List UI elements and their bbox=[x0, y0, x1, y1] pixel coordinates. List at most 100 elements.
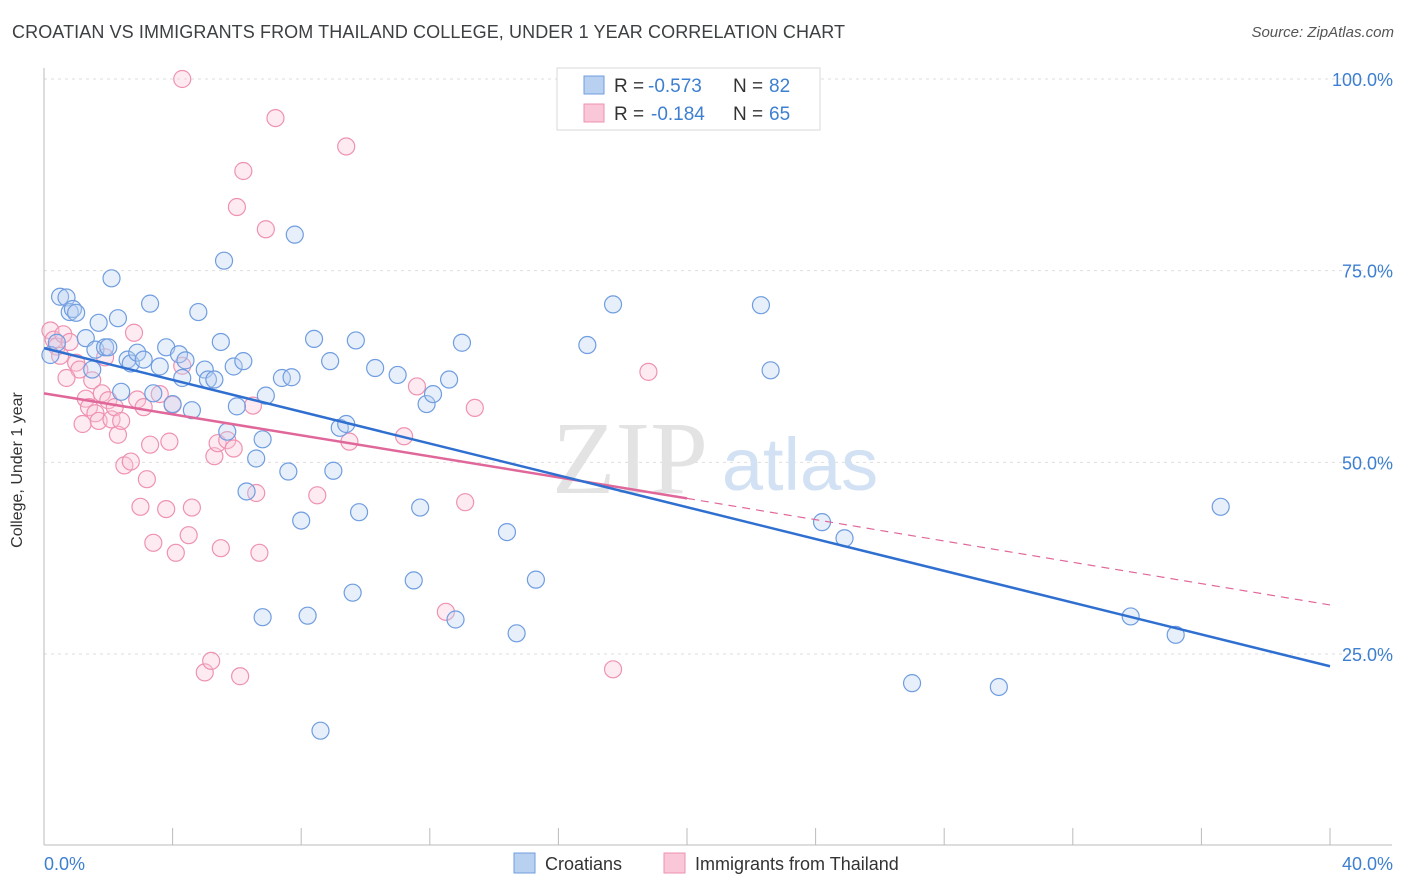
point-croatian bbox=[282, 368, 301, 387]
point-croatian bbox=[417, 394, 436, 414]
point-croatian bbox=[404, 571, 423, 590]
point-croatian bbox=[423, 385, 443, 404]
point-croatian bbox=[211, 332, 230, 352]
point-croatian bbox=[311, 721, 330, 740]
y-tick-label: 75.0% bbox=[1342, 262, 1393, 282]
point-croatian bbox=[144, 384, 163, 403]
point-croatian bbox=[112, 382, 131, 401]
point-thailand bbox=[603, 660, 623, 679]
point-thailand bbox=[436, 602, 455, 621]
point-croatian bbox=[452, 333, 472, 352]
point-croatian bbox=[89, 313, 108, 332]
legend-r-label: R = bbox=[614, 76, 644, 97]
point-thailand bbox=[231, 667, 250, 686]
legend-r-label: R = bbox=[614, 104, 644, 125]
legend-swatch-croatians bbox=[583, 75, 605, 95]
trend-line-thailand-extension bbox=[686, 497, 1331, 606]
top-legend: R = -0.573 N = 82 R = -0.184 N = 65 bbox=[556, 67, 821, 131]
point-croatian bbox=[439, 370, 459, 389]
watermark: ZIP atlas bbox=[552, 401, 878, 516]
point-croatian bbox=[1211, 497, 1230, 516]
bottom-legend: Croatians Immigrants from Thailand bbox=[513, 852, 899, 874]
point-croatian bbox=[578, 335, 597, 355]
x-tick-label: 40.0% bbox=[1342, 854, 1393, 874]
point-croatian bbox=[150, 357, 169, 376]
trend-line-croatians bbox=[43, 346, 1331, 668]
point-thailand bbox=[137, 470, 156, 489]
point-thailand bbox=[73, 414, 92, 434]
point-thailand bbox=[456, 493, 475, 512]
point-croatian bbox=[507, 624, 526, 643]
watermark-atlas: atlas bbox=[722, 423, 878, 506]
point-thailand bbox=[234, 161, 253, 181]
point-croatian bbox=[761, 361, 780, 380]
y-tick-label: 50.0% bbox=[1342, 453, 1393, 473]
bottom-legend-swatch-croatians bbox=[513, 852, 536, 874]
point-thailand bbox=[195, 663, 214, 682]
point-thailand bbox=[112, 411, 131, 431]
point-thailand bbox=[131, 497, 150, 516]
point-croatian bbox=[366, 358, 385, 378]
thailand-points bbox=[41, 69, 658, 686]
point-thailand bbox=[639, 362, 658, 381]
point-croatian bbox=[285, 225, 304, 244]
point-croatian bbox=[227, 397, 246, 416]
point-croatian bbox=[247, 449, 266, 468]
point-thailand bbox=[83, 371, 102, 390]
point-croatian bbox=[751, 296, 771, 315]
point-croatian bbox=[195, 360, 214, 379]
point-thailand bbox=[124, 323, 144, 342]
point-croatian bbox=[134, 350, 153, 369]
point-croatian bbox=[253, 608, 272, 627]
point-thailand bbox=[407, 377, 427, 396]
point-thailand bbox=[202, 651, 221, 671]
point-croatian bbox=[446, 610, 465, 629]
point-thailand bbox=[144, 533, 163, 552]
point-croatian bbox=[83, 360, 102, 379]
point-croatian bbox=[324, 461, 343, 480]
point-thailand bbox=[179, 526, 198, 545]
legend-n-label: N = bbox=[733, 104, 763, 125]
point-thailand bbox=[250, 543, 269, 562]
point-croatian bbox=[67, 303, 86, 322]
point-croatian bbox=[108, 309, 128, 328]
y-tick-label: 100.0% bbox=[1332, 70, 1393, 90]
point-thailand bbox=[308, 486, 327, 505]
point-thailand bbox=[465, 398, 484, 417]
point-croatian bbox=[603, 295, 623, 314]
point-croatian bbox=[176, 351, 195, 370]
trend-lines bbox=[43, 346, 1331, 668]
point-croatian bbox=[298, 606, 317, 625]
point-croatian bbox=[526, 570, 545, 589]
legend-r-value: -0.573 bbox=[648, 76, 702, 97]
point-croatian bbox=[1166, 625, 1185, 644]
point-croatian bbox=[205, 370, 224, 389]
point-thailand bbox=[121, 452, 140, 471]
bottom-legend-label-thailand: Immigrants from Thailand bbox=[695, 854, 899, 874]
point-croatian bbox=[346, 331, 365, 350]
point-thailand bbox=[266, 108, 285, 128]
point-thailand bbox=[140, 435, 160, 454]
point-croatian bbox=[272, 368, 292, 388]
point-thailand bbox=[157, 500, 176, 519]
point-croatian bbox=[128, 343, 147, 362]
point-thailand bbox=[182, 498, 201, 517]
point-thailand bbox=[70, 360, 89, 379]
point-croatian bbox=[292, 511, 311, 530]
point-croatian bbox=[99, 338, 118, 357]
point-croatian bbox=[321, 352, 340, 371]
point-croatian bbox=[102, 269, 121, 288]
legend-n-value: 65 bbox=[769, 104, 790, 125]
point-thailand bbox=[57, 368, 76, 388]
point-thailand bbox=[224, 439, 243, 458]
chart-title: CROATIAN VS IMMIGRANTS FROM THAILAND COL… bbox=[12, 22, 846, 42]
point-croatian bbox=[234, 352, 253, 371]
point-croatian bbox=[237, 482, 256, 501]
point-croatian bbox=[163, 394, 182, 414]
point-thailand bbox=[150, 385, 169, 404]
y-tick-label: 25.0% bbox=[1342, 645, 1393, 665]
point-croatian bbox=[60, 302, 79, 322]
point-croatian bbox=[140, 294, 160, 313]
point-thailand bbox=[227, 197, 246, 217]
